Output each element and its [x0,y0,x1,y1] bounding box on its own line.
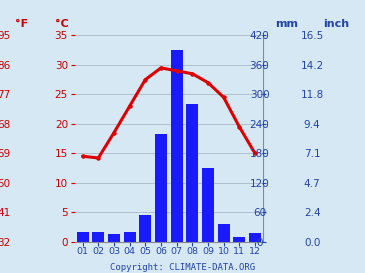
Bar [218,224,230,242]
Bar [92,232,104,242]
Text: mm: mm [275,19,298,29]
Bar [202,168,214,242]
Bar [77,232,89,242]
Bar [139,215,151,242]
Text: inch: inch [323,19,349,29]
Text: °F: °F [15,19,28,29]
Bar [171,50,182,242]
Text: °C: °C [55,19,69,29]
Bar [124,232,135,242]
Text: Copyright: CLIMATE-DATA.ORG: Copyright: CLIMATE-DATA.ORG [110,263,255,272]
Bar [187,104,198,242]
Bar [249,233,261,242]
Bar [108,234,120,242]
Bar [234,237,245,242]
Bar [155,134,167,242]
